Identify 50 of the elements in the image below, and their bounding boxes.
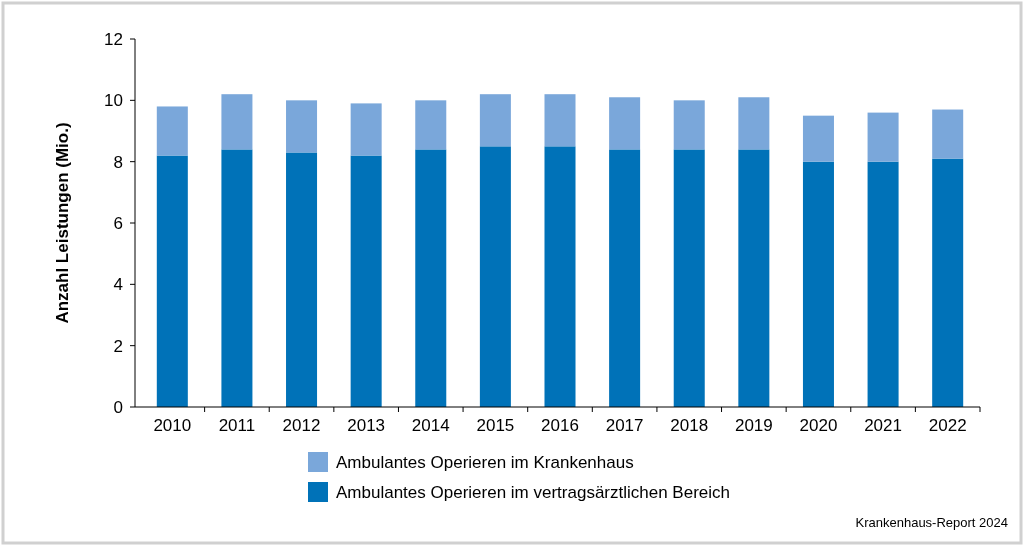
y-tick-label: 0 (113, 397, 123, 417)
x-tick-label: 2010 (153, 416, 192, 435)
legend-label: Ambulantes Operieren im Krankenhaus (336, 452, 634, 472)
x-tick-label: 2016 (541, 416, 579, 435)
y-tick-label: 2 (113, 336, 123, 356)
y-tick-label: 8 (113, 152, 123, 172)
bar (415, 100, 447, 150)
x-tick-label: 2015 (476, 416, 515, 435)
legend-label: Ambulantes Operieren im vertragsärztlichen Bereich (336, 482, 731, 502)
x-tick-label: 2020 (799, 416, 838, 435)
bar (221, 94, 253, 150)
bar (609, 97, 641, 150)
y-tick-label: 6 (113, 213, 123, 233)
x-tick-label: 2013 (347, 416, 386, 435)
x-tick-label: 2011 (218, 416, 256, 435)
bar (802, 161, 834, 407)
bar (609, 149, 641, 407)
bar (738, 149, 770, 407)
bar (673, 100, 705, 150)
bar (286, 100, 318, 153)
x-tick-label: 2018 (670, 416, 709, 435)
bar (932, 109, 964, 159)
y-tick-label: 4 (113, 275, 123, 295)
bar (802, 115, 834, 162)
bar (479, 94, 511, 147)
bar (350, 155, 382, 407)
bar (673, 149, 705, 407)
bar (479, 146, 511, 407)
y-axis-title: Anzahl Leistungen (Mio.) (53, 122, 72, 324)
bar (156, 155, 188, 407)
bar (415, 149, 447, 407)
x-tick-label: 2012 (282, 416, 321, 435)
bar (544, 146, 576, 407)
x-tick-label: 2022 (928, 416, 967, 435)
x-tick-label: 2017 (605, 416, 644, 435)
bar (544, 94, 576, 147)
bar (350, 103, 382, 156)
bar (286, 152, 318, 407)
bar (156, 106, 188, 156)
x-tick-label: 2014 (411, 416, 450, 435)
x-tick-label: 2019 (734, 416, 773, 435)
bar (738, 97, 770, 150)
text: Krankenhaus-Report 2024 (855, 515, 1008, 530)
bar (932, 158, 964, 407)
bar (867, 112, 899, 162)
x-tick-label: 2021 (864, 416, 902, 435)
y-tick-label: 12 (104, 29, 123, 49)
bar (221, 149, 253, 407)
bar (867, 161, 899, 407)
y-tick-label: 10 (104, 91, 123, 111)
